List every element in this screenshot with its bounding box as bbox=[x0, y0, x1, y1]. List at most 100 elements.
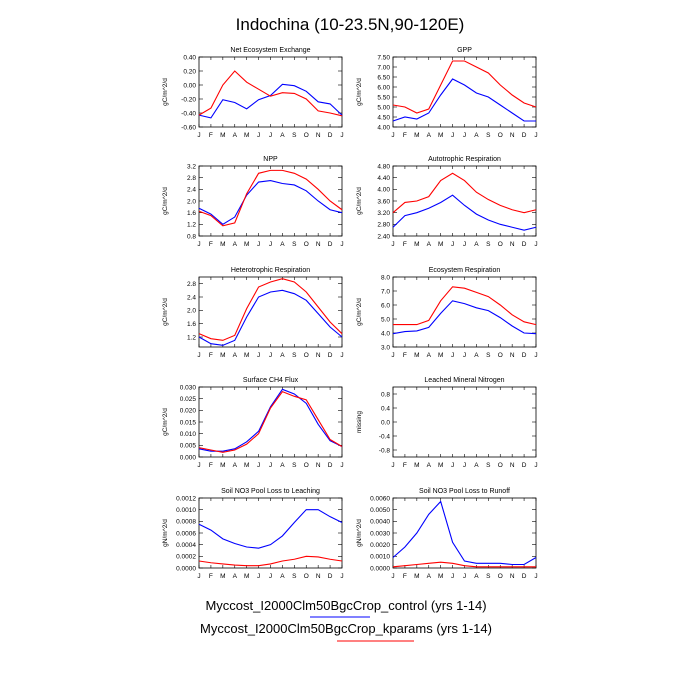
y-tick-label: 1.2 bbox=[187, 334, 196, 341]
y-tick-label: 0.0060 bbox=[370, 495, 390, 502]
series-line-kparams bbox=[393, 286, 537, 326]
x-tick-label: F bbox=[403, 352, 407, 359]
x-tick-label: J bbox=[534, 462, 537, 469]
x-tick-label: M bbox=[438, 462, 443, 469]
x-tick-label: M bbox=[220, 132, 225, 139]
x-tick-label: M bbox=[244, 241, 249, 248]
figure-title: Indochina (10-23.5N,90-120E) bbox=[236, 15, 465, 34]
plot-frame bbox=[198, 276, 343, 348]
y-tick-label: 0.0 bbox=[381, 419, 390, 426]
x-tick-label: A bbox=[474, 241, 479, 248]
x-tick-label: A bbox=[233, 352, 238, 359]
x-tick-label: J bbox=[197, 352, 200, 359]
series-line-control bbox=[198, 388, 343, 452]
series-line-control bbox=[198, 180, 343, 226]
series-line-kparams bbox=[198, 169, 343, 227]
y-axis-label: missing bbox=[356, 411, 363, 433]
y-tick-label: 2.40 bbox=[377, 233, 390, 240]
x-tick-label: J bbox=[391, 573, 394, 580]
y-tick-label: 0.0010 bbox=[370, 554, 390, 561]
x-tick-label: F bbox=[403, 462, 407, 469]
chart-title: Autotrophic Respiration bbox=[428, 156, 501, 163]
x-tick-label: J bbox=[451, 573, 454, 580]
series-line-kparams bbox=[392, 60, 537, 114]
x-tick-label: M bbox=[244, 462, 249, 469]
y-tick-label: 0.0040 bbox=[370, 519, 390, 526]
x-tick-label: A bbox=[427, 462, 432, 469]
x-tick-label: J bbox=[269, 573, 272, 580]
y-tick-label: 2.0 bbox=[187, 308, 196, 315]
x-tick-label: A bbox=[280, 462, 285, 469]
x-tick-label: O bbox=[498, 352, 503, 359]
y-tick-label: 1.6 bbox=[187, 321, 196, 328]
x-tick-label: J bbox=[391, 352, 394, 359]
x-tick-label: J bbox=[257, 573, 260, 580]
chart-title: NPP bbox=[263, 156, 278, 163]
y-tick-label: 0.20 bbox=[183, 68, 196, 75]
x-tick-label: M bbox=[244, 573, 249, 580]
y-axis-label: gC/m^2/d bbox=[356, 298, 363, 326]
x-tick-label: F bbox=[209, 462, 213, 469]
x-tick-label: A bbox=[233, 573, 238, 580]
y-tick-label: 0.030 bbox=[180, 384, 197, 391]
x-tick-label: J bbox=[534, 352, 537, 359]
x-tick-label: N bbox=[510, 241, 515, 248]
x-tick-label: M bbox=[438, 132, 443, 139]
series-line-control bbox=[198, 509, 343, 549]
x-tick-label: M bbox=[244, 132, 249, 139]
x-tick-label: S bbox=[292, 241, 297, 248]
x-tick-label: J bbox=[463, 132, 466, 139]
x-tick-label: J bbox=[451, 352, 454, 359]
x-tick-label: M bbox=[414, 462, 419, 469]
y-tick-label: 3.0 bbox=[381, 344, 390, 351]
y-tick-label: 0.0030 bbox=[370, 530, 390, 537]
x-tick-label: S bbox=[292, 462, 297, 469]
y-tick-label: 0.0050 bbox=[370, 507, 390, 514]
x-tick-label: N bbox=[316, 573, 321, 580]
x-tick-label: J bbox=[197, 462, 200, 469]
legend-label-control: Myccost_I2000Clm50BgcCrop_control (yrs 1… bbox=[205, 598, 486, 613]
y-tick-label: 2.8 bbox=[187, 281, 196, 288]
x-tick-label: J bbox=[269, 241, 272, 248]
chart-title: Surface CH4 Flux bbox=[243, 377, 299, 384]
y-tick-label: -0.8 bbox=[379, 447, 391, 454]
x-tick-label: A bbox=[474, 132, 479, 139]
y-axis-label: gC/m^2/d bbox=[162, 408, 169, 436]
chart-title: Soil NO3 Pool Loss to Runoff bbox=[419, 488, 510, 495]
y-tick-label: 7.00 bbox=[377, 64, 390, 71]
x-tick-label: D bbox=[328, 352, 333, 359]
chart-title: Leached Mineral Nitrogen bbox=[424, 377, 504, 384]
y-axis-label: gC/m^2/d bbox=[356, 78, 363, 106]
y-tick-label: 4.0 bbox=[381, 330, 390, 337]
x-tick-label: J bbox=[340, 573, 343, 580]
y-tick-label: 0.025 bbox=[180, 396, 197, 403]
y-tick-label: 8.0 bbox=[381, 274, 390, 281]
x-tick-label: S bbox=[292, 573, 297, 580]
y-axis-label: gC/m^2/d bbox=[162, 187, 169, 215]
x-tick-label: A bbox=[427, 132, 432, 139]
x-tick-label: A bbox=[233, 132, 238, 139]
chart-title: Net Ecosystem Exchange bbox=[230, 47, 310, 54]
y-tick-label: 6.0 bbox=[381, 302, 390, 309]
x-tick-label: J bbox=[340, 462, 343, 469]
x-tick-label: M bbox=[414, 573, 419, 580]
series-line-kparams bbox=[198, 70, 343, 117]
legend-label-kparams: Myccost_I2000Clm50BgcCrop_kparams (yrs 1… bbox=[200, 621, 492, 636]
y-tick-label: 5.0 bbox=[381, 316, 390, 323]
x-tick-label: O bbox=[304, 241, 309, 248]
x-tick-label: A bbox=[427, 573, 432, 580]
x-tick-label: N bbox=[510, 132, 515, 139]
y-tick-label: 0.0004 bbox=[176, 542, 196, 549]
x-tick-label: A bbox=[280, 573, 285, 580]
x-tick-label: J bbox=[257, 462, 260, 469]
x-tick-label: J bbox=[269, 352, 272, 359]
y-tick-label: 2.4 bbox=[187, 294, 196, 301]
x-tick-label: J bbox=[197, 573, 200, 580]
x-tick-label: M bbox=[414, 241, 419, 248]
y-tick-label: 3.60 bbox=[377, 198, 390, 205]
series-line-control bbox=[392, 78, 536, 122]
y-tick-label: 0.8 bbox=[187, 233, 196, 240]
y-tick-label: 0.0020 bbox=[370, 542, 390, 549]
